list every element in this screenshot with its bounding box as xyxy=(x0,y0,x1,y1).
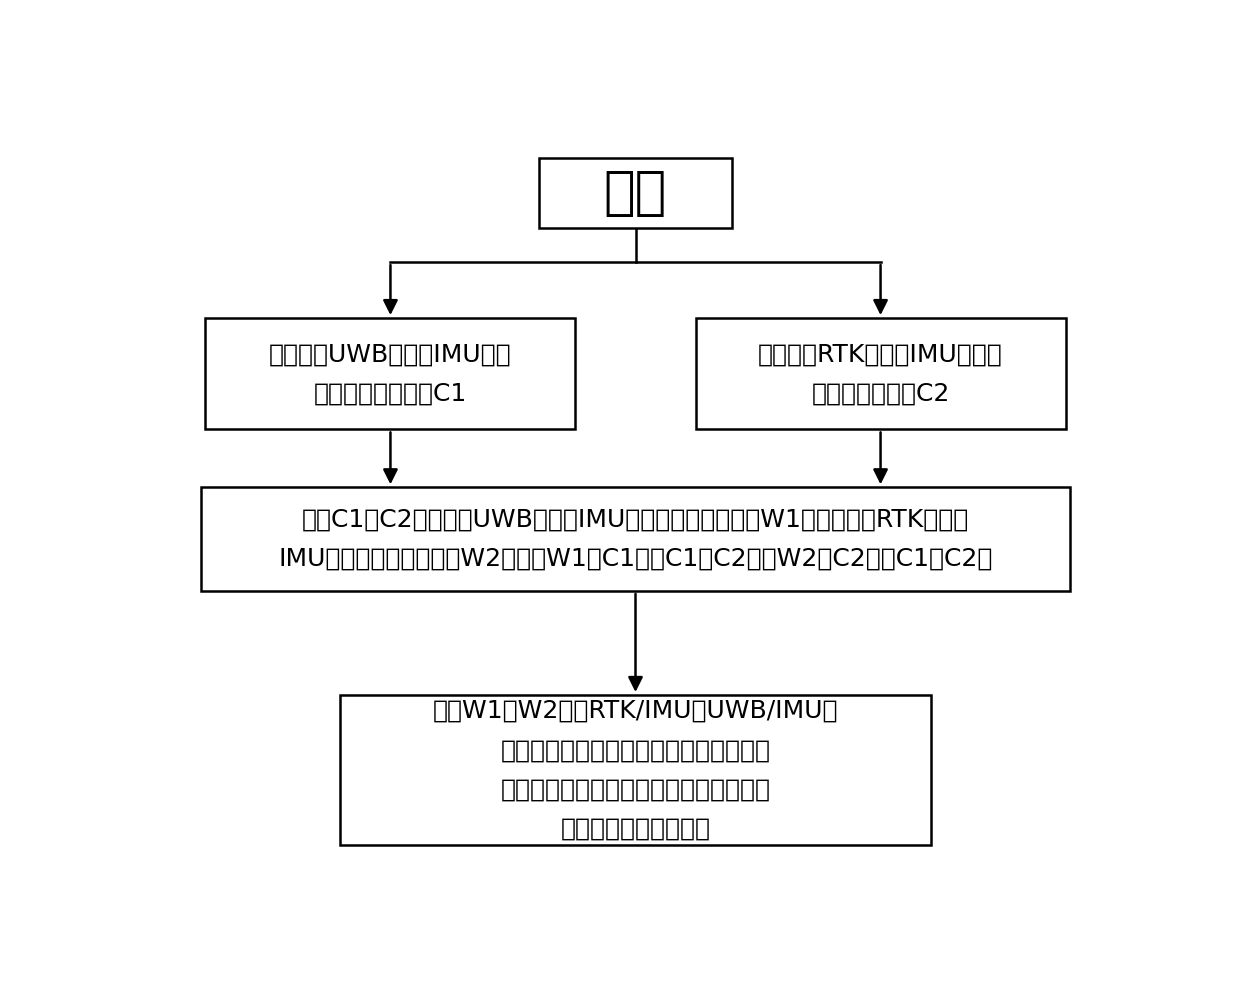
Text: 基于W1和W2计算RTK/IMU和UWB/IMU各
自输出结果的加权平均値得到车辆的实时
定位和定向结果，并按照预先定义的接口
和协议进行封装和输出: 基于W1和W2计算RTK/IMU和UWB/IMU各 自输出结果的加权平均値得到车… xyxy=(433,699,838,841)
FancyBboxPatch shape xyxy=(696,318,1065,430)
Text: 开始: 开始 xyxy=(604,167,667,219)
Text: 计算基于RTK模块和IMU模块输
出结果的置信度C2: 计算基于RTK模块和IMU模块输 出结果的置信度C2 xyxy=(758,342,1003,406)
Text: 计算基于UWB模块和IMU模块
输出结果的置信度C1: 计算基于UWB模块和IMU模块 输出结果的置信度C1 xyxy=(269,342,512,406)
FancyBboxPatch shape xyxy=(201,488,1070,591)
FancyBboxPatch shape xyxy=(340,695,931,845)
Text: 根据C1和C2确定基于UWB模块和IMU模块输出结果的权重W1和确定基于RTK模块和
IMU模块输出结果的权重W2，即，W1＝C1／（C1＋C2），W2＝C2／: 根据C1和C2确定基于UWB模块和IMU模块输出结果的权重W1和确定基于RTK模… xyxy=(278,507,993,570)
FancyBboxPatch shape xyxy=(206,318,575,430)
FancyBboxPatch shape xyxy=(539,158,732,228)
